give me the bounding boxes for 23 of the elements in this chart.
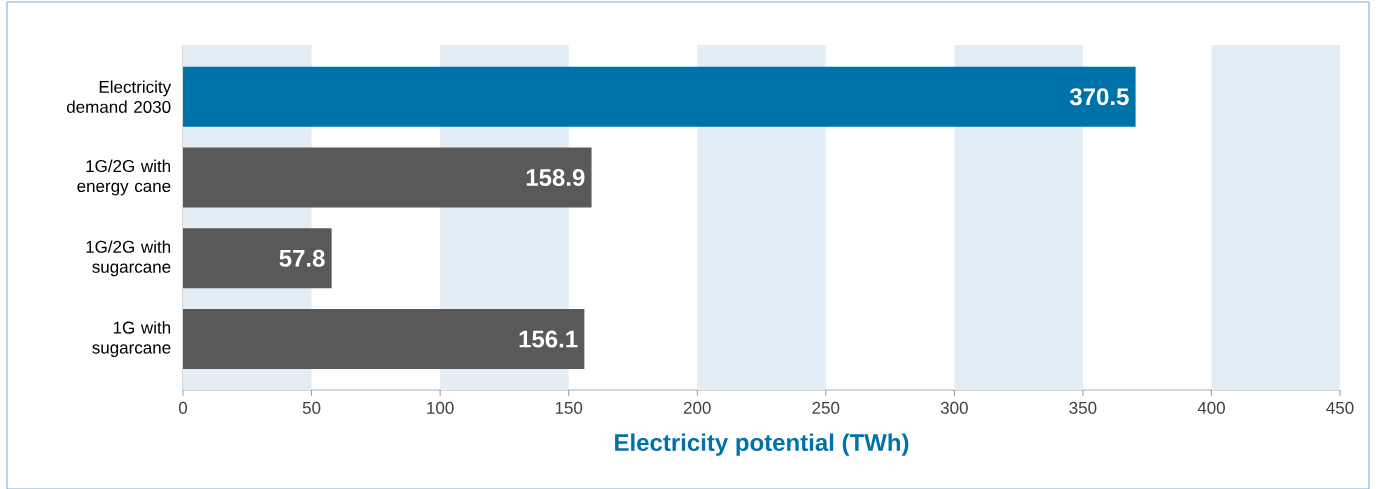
x-tick-label: 400 [1197, 401, 1225, 414]
y-tick-label: 1G/2G with energy cane [77, 159, 171, 196]
data-label: 370.5 [1069, 87, 1129, 105]
x-tick-label: 0 [178, 401, 188, 414]
x-tick-label: 250 [812, 401, 840, 414]
x-tick-label: 200 [683, 401, 711, 414]
data-label: 57.8 [279, 249, 325, 267]
x-tick-label: 450 [1326, 401, 1354, 414]
x-tick-label: 50 [302, 401, 321, 414]
x-tick-label: 350 [1069, 401, 1097, 414]
y-tick-label: Electricity demand 2030 [66, 80, 172, 113]
x-tick-label: 100 [427, 401, 454, 414]
y-tick-label: 1G with sugarcane [92, 320, 171, 357]
data-label: 156.1 [519, 330, 578, 348]
x-tick-label: 300 [940, 401, 968, 414]
x-tick-label: 150 [555, 401, 583, 414]
bar [183, 147, 592, 208]
data-label: 158.9 [526, 168, 585, 186]
bar [183, 66, 1136, 127]
bar [183, 228, 332, 289]
x-axis-title: Electricity potential (TWh) [615, 433, 909, 456]
bar [183, 308, 585, 369]
y-tick-label: 1G/2G with sugarcane [86, 240, 171, 276]
